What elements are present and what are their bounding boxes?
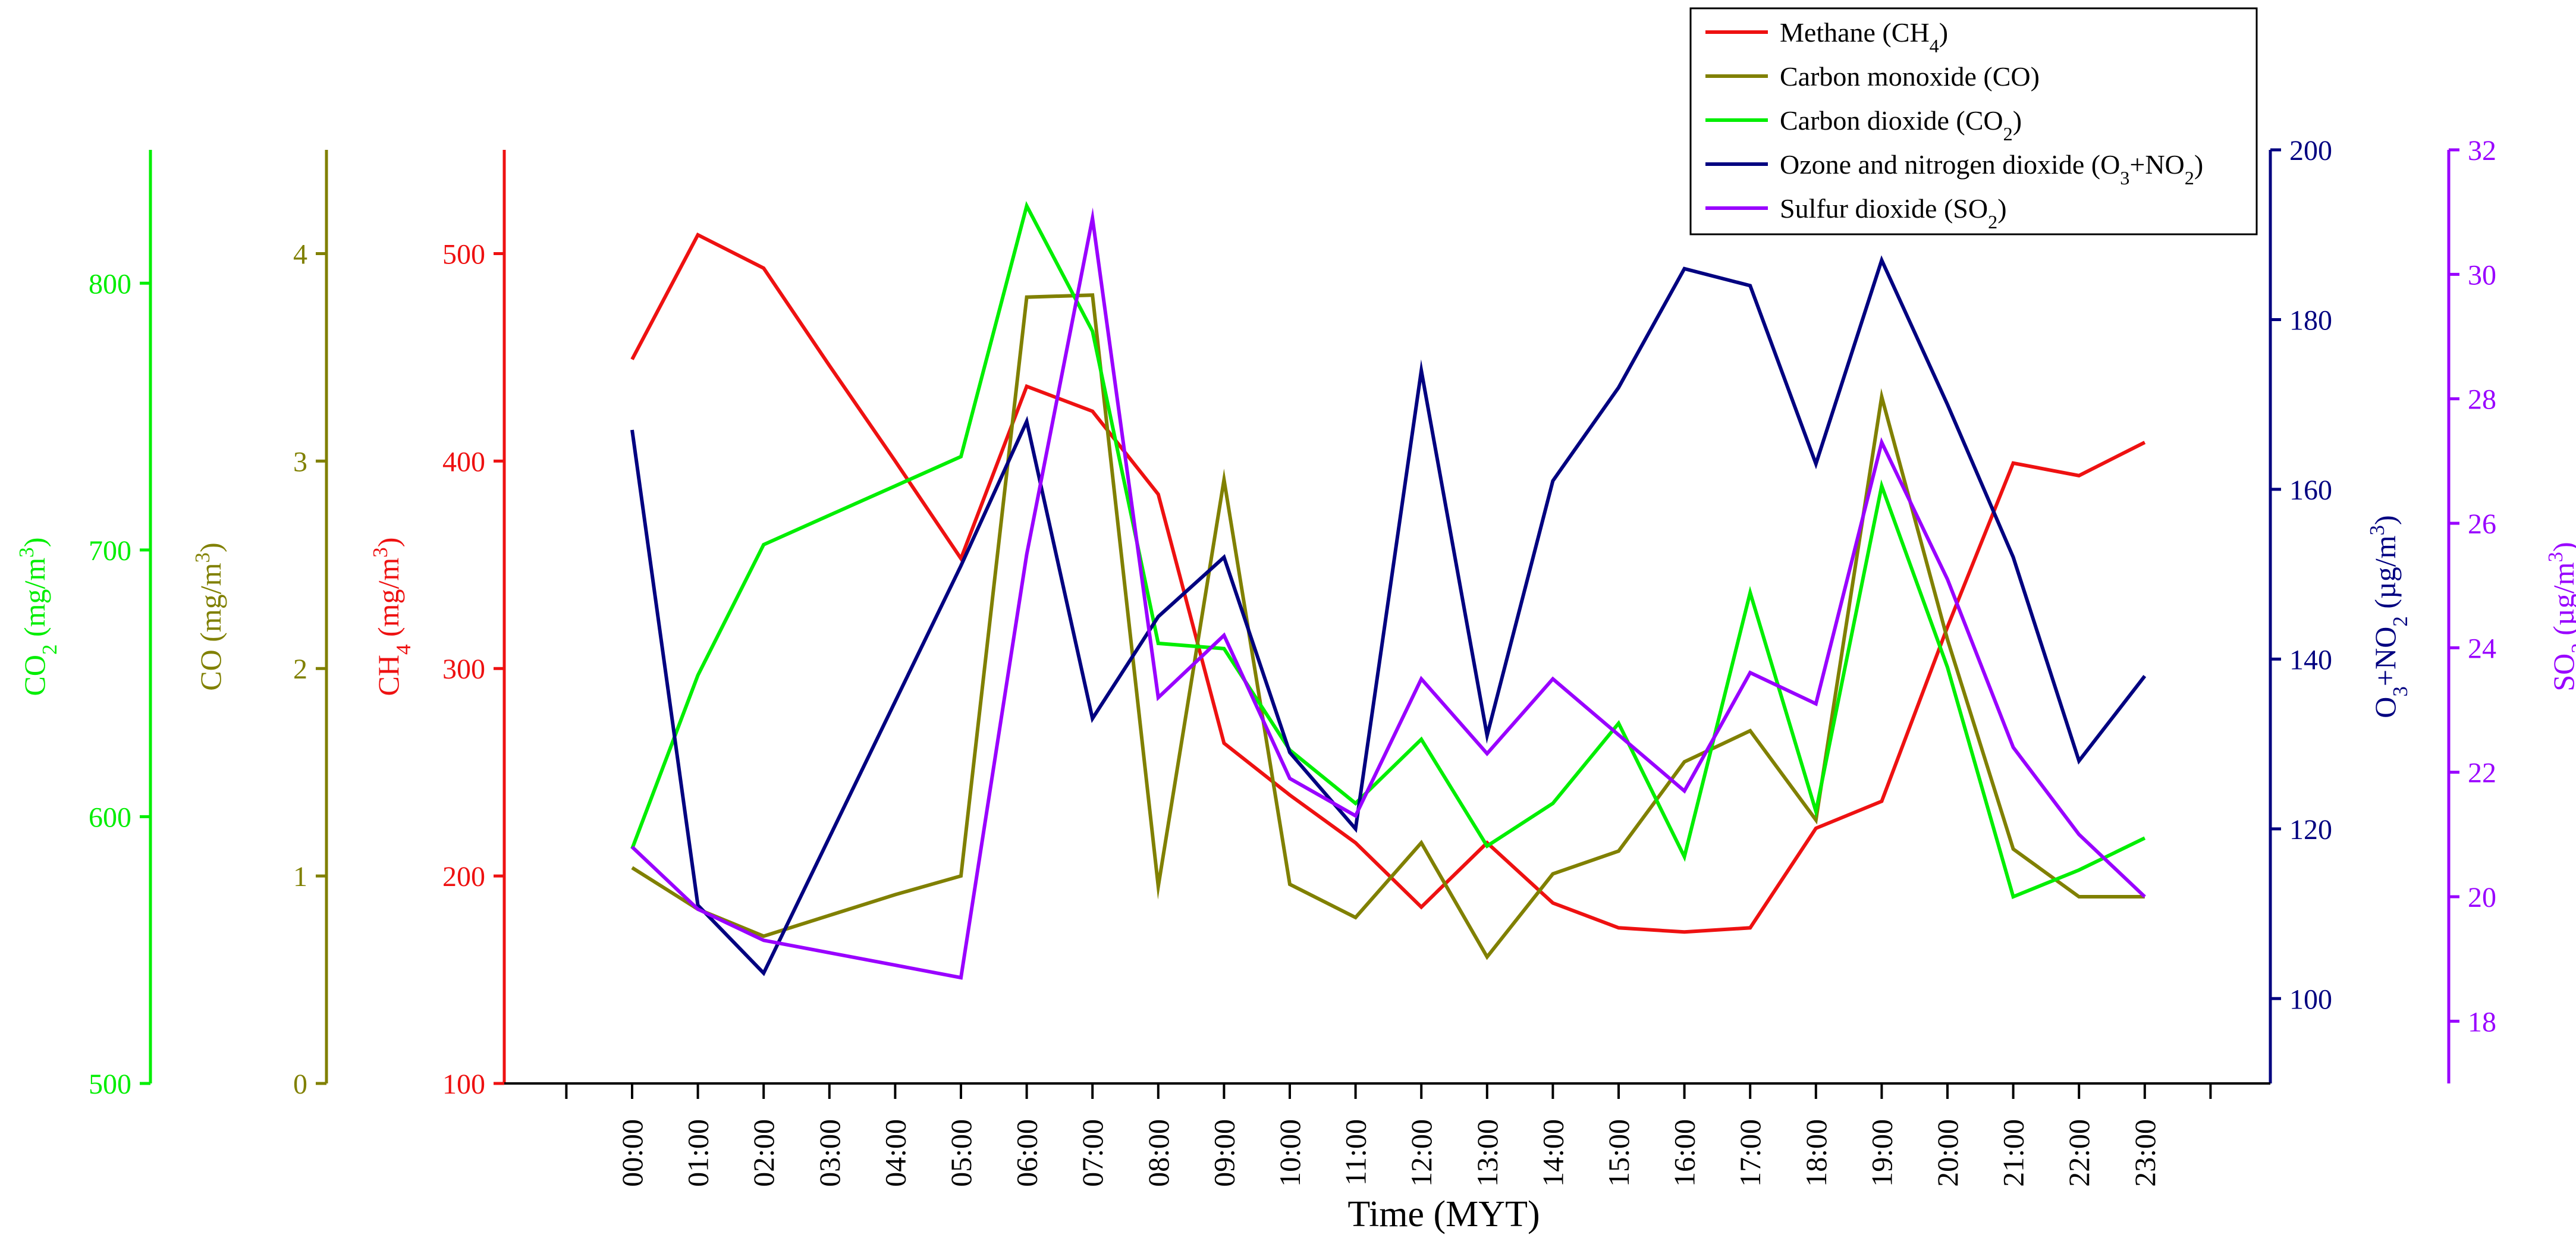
y-tick-label-ch4: 100 [442, 1069, 485, 1100]
y-tick-label-co: 4 [293, 238, 307, 270]
y-tick-label-so2: 18 [2468, 1006, 2496, 1038]
y-axis-title-o3no2: O3+NO2 (µg/m3) [2365, 515, 2412, 718]
axes-layer: 500 600 700 800 CO2 (mg/m3) 0 1 2 3 4 CO (mg/m3) 10… [15, 135, 2576, 1100]
x-tick-label: 04:00 [878, 1119, 912, 1187]
y-tick-label-so2: 32 [2468, 135, 2496, 167]
y-tick-label-o3no2: 120 [2289, 814, 2332, 846]
x-axis: 00:00 01:00 02:00 03:00 04:00 05:00 06:00 07:00… [504, 1082, 2270, 1187]
legend-item-co: Carbon monoxide (CO) [1705, 61, 2040, 92]
legend-label: Sulfur dioxide (SO2) [1780, 193, 2007, 233]
x-tick-label: 03:00 [813, 1119, 846, 1187]
y-axis-title-co: CO (mg/m3) [191, 542, 228, 690]
y-axis-title-ch4: CH4 (mg/m3) [369, 538, 415, 696]
y-axis-ch4: 100 200 300 400 500 CH4 (mg/m3) [369, 150, 506, 1100]
y-tick-label-ch4: 500 [442, 238, 485, 270]
legend-item-co2: Carbon dioxide (CO2) [1705, 105, 2022, 144]
series-co2 [630, 200, 2146, 900]
x-tick-label: 12:00 [1405, 1119, 1438, 1187]
y-axis-title-co2: CO2 (mg/m3) [15, 538, 61, 696]
y-tick-label-co2: 800 [89, 268, 131, 300]
y-tick-label-o3no2: 200 [2289, 135, 2332, 167]
x-tick-label: 07:00 [1076, 1119, 1109, 1187]
legend-item-o3no2: Ozone and nitrogen dioxide (O3+NO2) [1705, 149, 2203, 189]
y-tick-label-co2: 500 [89, 1069, 131, 1100]
y-tick-label-co: 2 [293, 654, 307, 685]
series-ch4 [630, 232, 2146, 934]
legend-box [1689, 7, 2258, 235]
y-tick-label-co2: 600 [89, 802, 131, 833]
y-tick-label-co2: 700 [89, 535, 131, 567]
series-layer [630, 200, 2147, 980]
y-axis-o3no2: 100 120 140 160 180 200 O3+NO2 (µg/m3) [2269, 135, 2412, 1083]
x-tick-label: 23:00 [2128, 1119, 2162, 1187]
y-tick-label-o3no2: 140 [2289, 644, 2332, 676]
x-tick-label: 19:00 [1865, 1119, 1898, 1187]
legend-label: Ozone and nitrogen dioxide (O3+NO2) [1780, 149, 2203, 189]
y-tick-label-so2: 22 [2468, 758, 2496, 789]
x-tick-label: 13:00 [1471, 1119, 1504, 1187]
x-tick-label: 17:00 [1733, 1119, 1767, 1187]
y-tick-label-so2: 24 [2468, 633, 2496, 664]
legend-label: Carbon monoxide (CO) [1780, 61, 2040, 92]
y-tick-label-o3no2: 100 [2289, 984, 2332, 1015]
y-tick-label-o3no2: 160 [2289, 475, 2332, 506]
x-tick-label: 09:00 [1207, 1119, 1240, 1187]
x-axis-label: Time (MYT) [1347, 1194, 1540, 1234]
y-tick-label-ch4: 300 [442, 654, 485, 685]
y-axis-co: 0 1 2 3 4 CO (mg/m3) [191, 150, 328, 1100]
x-tick-label: 06:00 [1010, 1119, 1044, 1187]
y-tick-label-co: 3 [293, 446, 307, 478]
series-so2 [630, 207, 2146, 980]
y-tick-label-o3no2: 180 [2289, 304, 2332, 336]
y-axis-title-so2: SO2 (µg/m3) [2544, 542, 2576, 691]
series-o3no2 [630, 255, 2147, 976]
x-tick-label: 15:00 [1602, 1119, 1635, 1187]
y-tick-label-co: 1 [293, 861, 307, 893]
y-tick-label-ch4: 200 [442, 861, 485, 893]
legend-item-ch4: Methane (CH4) [1705, 17, 1948, 56]
x-tick-label: 16:00 [1668, 1119, 1701, 1187]
x-tick-label: 14:00 [1536, 1119, 1569, 1187]
y-tick-label-so2: 28 [2468, 384, 2496, 416]
legend: Methane (CH4) Carbon monoxide (CO) Carbon … [1689, 7, 2258, 235]
x-tick-label: 01:00 [681, 1119, 715, 1187]
x-tick-label: 20:00 [1931, 1119, 1964, 1187]
y-axis-so2: 18 20 22 24 26 28 30 32 SO2 (µg/m3) [2447, 135, 2576, 1083]
y-tick-label-ch4: 400 [442, 446, 485, 478]
x-tick-label: 11:00 [1339, 1119, 1372, 1186]
y-tick-label-so2: 30 [2468, 259, 2496, 291]
series-co [631, 293, 2145, 960]
x-tick-label: 22:00 [2062, 1119, 2096, 1187]
x-tick-label: 18:00 [1799, 1119, 1833, 1187]
x-tick-label: 00:00 [615, 1119, 649, 1187]
x-tick-label: 02:00 [747, 1119, 780, 1187]
legend-label: Carbon dioxide (CO2) [1780, 105, 2022, 144]
x-tick-label: 21:00 [1997, 1119, 2030, 1187]
x-tick-label: 10:00 [1273, 1119, 1306, 1187]
legend-item-so2: Sulfur dioxide (SO2) [1705, 193, 2007, 233]
x-tick-label: 05:00 [944, 1119, 978, 1187]
x-tick-label: 08:00 [1142, 1119, 1175, 1187]
y-tick-label-so2: 20 [2468, 882, 2496, 913]
y-axis-co2: 500 600 700 800 CO2 (mg/m3) [15, 150, 152, 1100]
legend-label: Methane (CH4) [1780, 17, 1948, 56]
y-tick-label-co: 0 [293, 1069, 307, 1100]
y-tick-label-so2: 26 [2468, 508, 2496, 540]
